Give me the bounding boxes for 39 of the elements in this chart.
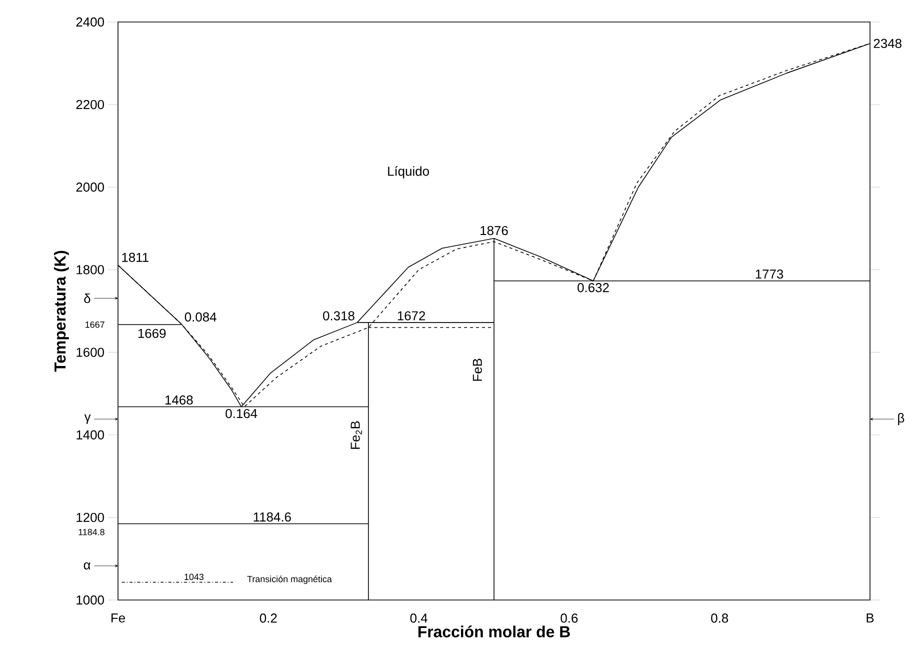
annotation: 0.632	[578, 283, 609, 292]
text: γ	[84, 414, 91, 424]
text: α	[84, 562, 90, 570]
x-tick-label: 0.4	[410, 614, 428, 623]
y-tick-label: 2200	[76, 100, 104, 110]
y-tick-label: 1000	[76, 595, 104, 605]
y-tick-label: 2000	[76, 182, 104, 192]
annotation: 0.164	[226, 408, 258, 418]
x-tick-label: Fe	[112, 614, 125, 623]
y-tick-label: 1600	[76, 348, 104, 357]
y-tick-label: 1200	[76, 512, 104, 522]
annotation: 1184.6	[254, 512, 291, 522]
y-tick-label: 1800	[76, 265, 104, 274]
x-tick-label: 0.6	[560, 614, 578, 623]
annotation: 2348	[874, 38, 902, 48]
annotation: Líquido	[388, 166, 429, 178]
x-tick-label: B	[866, 614, 874, 622]
text: β	[898, 413, 904, 426]
annotation: 1876	[480, 226, 508, 236]
annotation: 1667	[86, 321, 104, 328]
y-axis-title: Temperatura (K)	[54, 250, 69, 372]
text: δ	[84, 294, 90, 304]
annotation: 0.318	[323, 311, 354, 320]
x-axis-title: Fracción molar de B	[418, 626, 570, 638]
annotation: 1468	[165, 395, 193, 405]
annotation: 1773	[756, 269, 784, 279]
x-tick-label: 0.2	[260, 614, 277, 623]
annotation: 0.084	[184, 312, 216, 322]
annotation: 1184.8	[78, 528, 104, 536]
x-tick-label: 0.8	[711, 614, 728, 623]
annotation: 1672	[398, 311, 426, 320]
annotation: 1043	[184, 574, 204, 580]
annotation: 1669	[138, 328, 166, 338]
annotation: Fe$_{2}$B	[350, 421, 362, 449]
y-tick-label: 1400	[76, 430, 104, 440]
annotation: 1811	[122, 252, 148, 262]
y-tick-label: 2400	[76, 17, 104, 27]
annotation: FeB	[472, 358, 482, 381]
annotation: Transición magnética	[247, 576, 332, 584]
